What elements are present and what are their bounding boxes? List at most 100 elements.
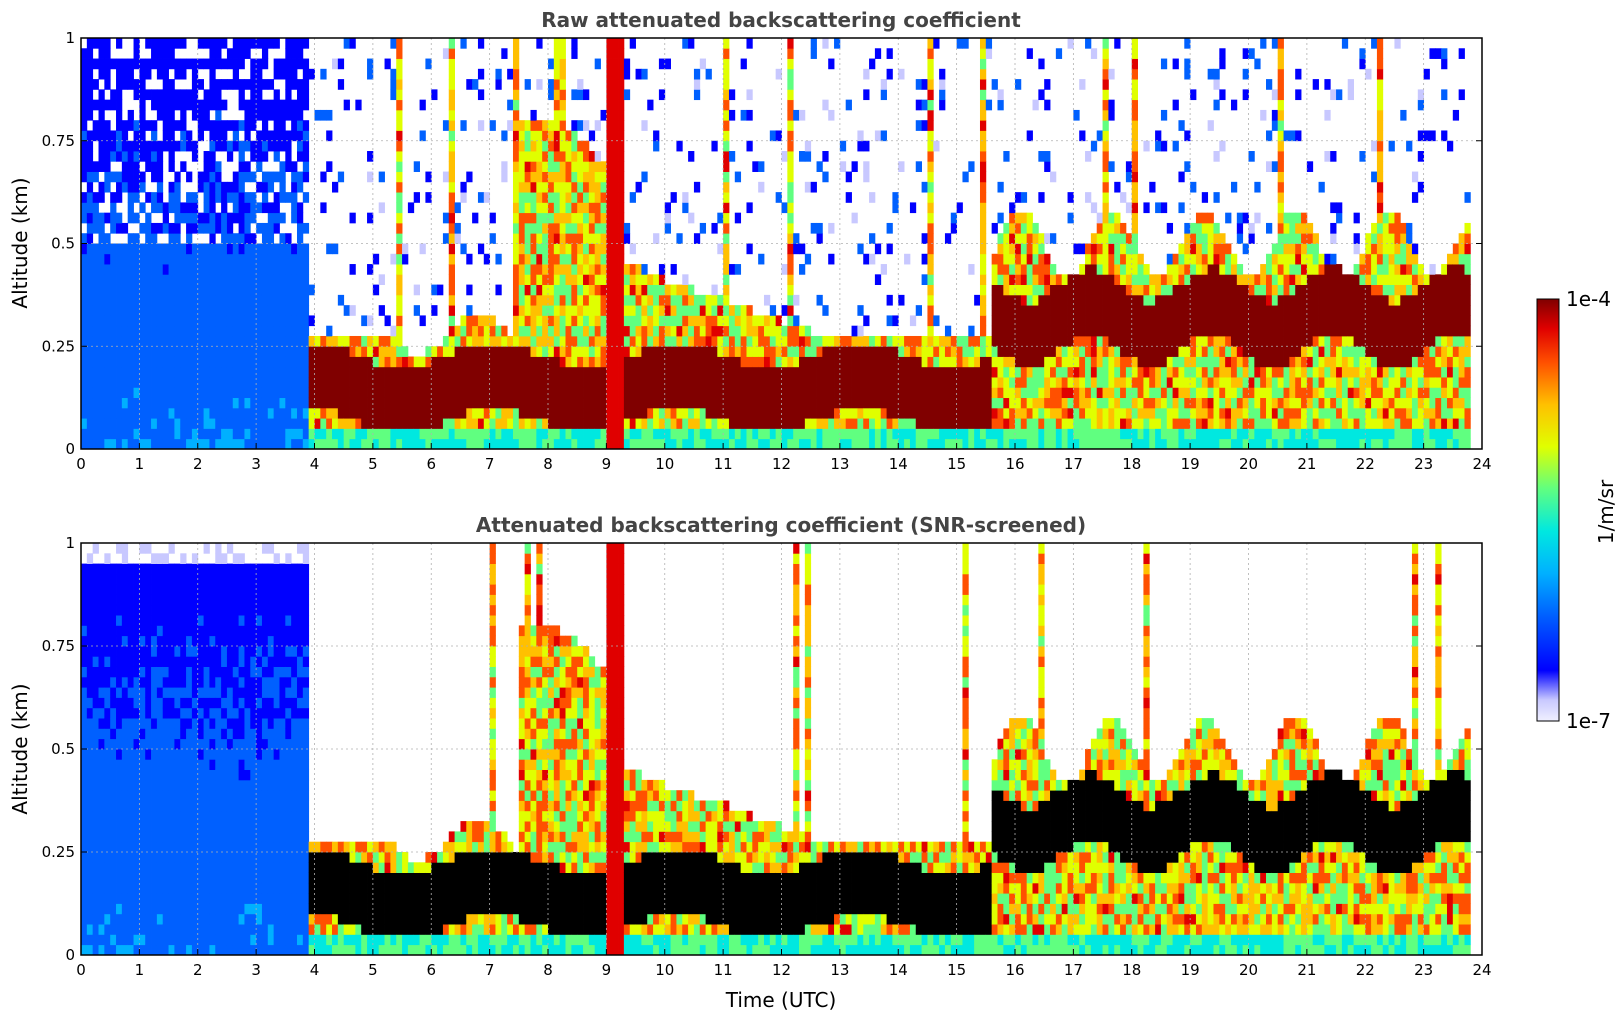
- heatmap-cell: [273, 253, 280, 265]
- heatmap-cell: [857, 130, 864, 142]
- heatmap-cell: [1166, 387, 1174, 399]
- heatmap-cell: [1172, 397, 1179, 409]
- heatmap-cell: [641, 264, 648, 275]
- heatmap-cell: [133, 335, 140, 347]
- heatmap-cell: [1020, 346, 1028, 357]
- heatmap-cell: [372, 346, 380, 357]
- heatmap-cell: [127, 212, 134, 224]
- heatmap-cell: [215, 120, 222, 131]
- heatmap-cell: [139, 407, 146, 419]
- heatmap-cell: [396, 181, 403, 193]
- heatmap-cell: [810, 48, 817, 59]
- heatmap-cell: [495, 356, 502, 368]
- heatmap-cell: [880, 130, 887, 142]
- heatmap-cell: [1219, 407, 1226, 419]
- heatmap-cell: [962, 407, 969, 419]
- heatmap-cell: [746, 346, 753, 357]
- heatmap-cell: [151, 38, 158, 49]
- heatmap-cell: [839, 356, 847, 368]
- heatmap-cell: [267, 130, 275, 142]
- heatmap-cell: [1248, 233, 1255, 244]
- heatmap-cell: [553, 325, 561, 337]
- heatmap-cell: [635, 315, 642, 327]
- heatmap-cell: [536, 264, 543, 275]
- heatmap-cell: [1114, 377, 1121, 388]
- heatmap-cell: [98, 99, 105, 111]
- heatmap-cell: [553, 89, 561, 101]
- heatmap-cell: [600, 284, 607, 296]
- heatmap-cell: [1277, 377, 1284, 388]
- heatmap-cell: [583, 140, 590, 152]
- heatmap-cell: [927, 48, 934, 59]
- heatmap-cell: [524, 202, 531, 214]
- heatmap-cell: [1061, 274, 1068, 285]
- heatmap-cell: [898, 428, 905, 440]
- heatmap-cell: [548, 294, 555, 306]
- heatmap-cell: [215, 356, 222, 368]
- heatmap-cell: [139, 438, 146, 450]
- heatmap-cell: [133, 397, 140, 409]
- heatmap-cell: [594, 274, 601, 285]
- heatmap-cell: [279, 325, 286, 337]
- heatmap-cell: [507, 387, 514, 399]
- heatmap-cell: [553, 151, 561, 162]
- heatmap-cell: [133, 233, 140, 244]
- heatmap-cell: [232, 335, 240, 347]
- heatmap-cell: [1032, 407, 1039, 419]
- heatmap-cell: [1114, 274, 1121, 285]
- heatmap-cell: [1213, 284, 1220, 296]
- heatmap-cell: [1283, 233, 1290, 244]
- heatmap-cell: [396, 418, 403, 429]
- heatmap-cell: [915, 397, 922, 409]
- heatmap-cell: [1026, 243, 1033, 255]
- heatmap-cell: [1277, 243, 1284, 255]
- heatmap-cell: [203, 284, 210, 296]
- heatmap-cell: [267, 253, 275, 265]
- heatmap-cell: [781, 438, 788, 450]
- heatmap-cell: [1050, 233, 1057, 244]
- heatmap-cell: [688, 387, 695, 399]
- heatmap-cell: [542, 233, 549, 244]
- heatmap-cell: [191, 212, 199, 224]
- heatmap-cell: [1236, 356, 1244, 368]
- heatmap-cell: [291, 274, 298, 285]
- heatmap-cell: [1085, 151, 1092, 162]
- heatmap-cell: [221, 356, 228, 368]
- heatmap-cell: [168, 428, 175, 440]
- heatmap-cell: [86, 387, 94, 399]
- heatmap-cell: [974, 407, 981, 419]
- heatmap-cell: [238, 264, 245, 275]
- heatmap-cell: [291, 202, 298, 214]
- heatmap-cell: [448, 120, 455, 131]
- heatmap-cell: [1026, 387, 1033, 399]
- heatmap-cell: [343, 418, 350, 429]
- heatmap-cell: [536, 212, 543, 224]
- heatmap-cell: [635, 407, 642, 419]
- heatmap-cell: [606, 407, 613, 419]
- heatmap-cell: [419, 356, 426, 368]
- heatmap-cell: [302, 222, 310, 234]
- heatmap-cell: [740, 387, 747, 399]
- heatmap-cell: [612, 377, 619, 388]
- heatmap-cell: [612, 192, 619, 203]
- heatmap-cell: [145, 418, 152, 429]
- heatmap-cell: [285, 264, 292, 275]
- heatmap-cell: [653, 130, 660, 142]
- heatmap-cell: [565, 130, 572, 142]
- heatmap-cell: [1301, 315, 1308, 327]
- heatmap-cell: [1032, 243, 1039, 255]
- heatmap-cell: [86, 428, 94, 440]
- heatmap-cell: [635, 346, 642, 357]
- heatmap-cell: [483, 253, 491, 265]
- heatmap-cell: [717, 294, 724, 306]
- heatmap-cell: [1026, 377, 1033, 388]
- heatmap-cell: [390, 356, 397, 368]
- heatmap-cell: [600, 109, 607, 121]
- heatmap-cell: [956, 438, 963, 450]
- heatmap-cell: [162, 58, 169, 70]
- heatmap-cell: [127, 377, 134, 388]
- heatmap-cell: [1067, 335, 1074, 347]
- heatmap-cell: [991, 305, 998, 316]
- heatmap-cell: [1260, 346, 1267, 357]
- heatmap-cell: [197, 58, 204, 70]
